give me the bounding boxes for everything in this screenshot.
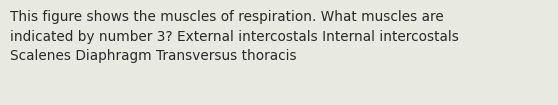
Text: This figure shows the muscles of respiration. What muscles are
indicated by numb: This figure shows the muscles of respira… (10, 10, 459, 63)
